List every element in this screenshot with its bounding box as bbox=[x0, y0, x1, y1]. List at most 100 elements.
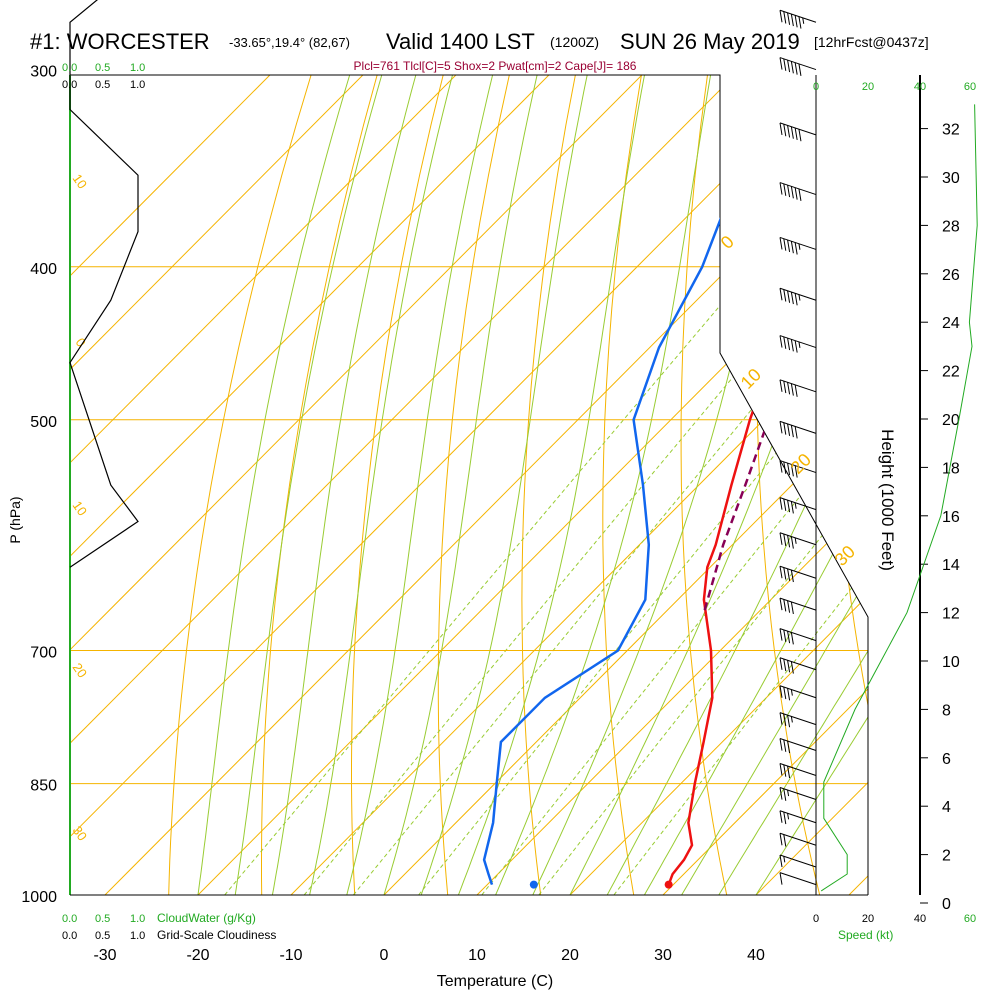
wind-barb-staff bbox=[779, 787, 817, 800]
wind-barb bbox=[779, 182, 817, 201]
moist-adiabat-line bbox=[606, 75, 868, 895]
wind-barb bbox=[779, 762, 817, 779]
pressure-tick-label: 500 bbox=[30, 414, 57, 431]
wind-barb-staff bbox=[779, 287, 817, 301]
isotherm-line bbox=[104, 75, 868, 895]
valid-time: Valid 1400 LST bbox=[386, 29, 535, 54]
speed-top-0: 0 bbox=[813, 81, 819, 93]
dry-adiabat-label: 20 bbox=[70, 660, 91, 680]
height-tick-label: 26 bbox=[942, 267, 960, 284]
wind-barb-flag bbox=[790, 425, 794, 438]
moist-adiabat-line bbox=[643, 75, 868, 895]
cloud-scale-top: 0.0 0.5 1.0 0.0 0.5 1.0 bbox=[62, 62, 145, 91]
temperature-tick-label: 20 bbox=[561, 947, 579, 964]
moist-adiabat-line bbox=[532, 75, 810, 895]
wind-barb-staff bbox=[779, 497, 817, 511]
valid-utc: (1200Z) bbox=[550, 34, 599, 50]
wind-barb bbox=[779, 122, 817, 142]
speed-bottom-0: 0 bbox=[813, 913, 819, 925]
wind-barb-flag bbox=[779, 598, 783, 611]
wind-barb-staff bbox=[779, 762, 817, 776]
mixing-ratio-label: 3 bbox=[353, 900, 370, 914]
cloud-scale-top-black-1: 0.5 bbox=[95, 79, 110, 91]
moist-adiabat-line bbox=[569, 75, 868, 895]
wind-barb-staff bbox=[779, 832, 817, 846]
wind-barb-flag bbox=[794, 242, 798, 255]
moist-adiabat-line bbox=[755, 75, 868, 895]
station-title: #1: WORCESTER bbox=[30, 29, 210, 54]
wind-barb-flag bbox=[787, 600, 791, 613]
wind-barb-flag bbox=[794, 62, 798, 75]
height-tick-label: 10 bbox=[942, 654, 960, 671]
wind-barb-flag bbox=[783, 788, 787, 801]
wind-barb-flag bbox=[779, 182, 783, 195]
dry-adiabat-label: 10 bbox=[70, 498, 91, 518]
wind-barb-half-flag bbox=[798, 341, 801, 348]
dry-adiabat-line bbox=[168, 75, 354, 895]
cloud-scale-bottom-black-2: 1.0 bbox=[130, 930, 145, 942]
wind-barb-flag bbox=[790, 186, 794, 199]
wind-barb bbox=[779, 287, 817, 306]
wind-barb-flag bbox=[779, 122, 783, 135]
parcel-line bbox=[703, 315, 808, 611]
height-tick-label: 22 bbox=[942, 364, 960, 381]
wind-barb-flag bbox=[787, 688, 791, 701]
dry-adiabat-line bbox=[351, 75, 479, 895]
wind-barb-flag bbox=[783, 713, 787, 727]
wind-barb-flag bbox=[779, 763, 783, 776]
wind-barb-staff bbox=[779, 420, 817, 434]
wind-barb-flag bbox=[779, 288, 783, 301]
wind-barb-flag bbox=[794, 384, 798, 397]
wind-barb-flag bbox=[787, 535, 791, 548]
wind-barbs bbox=[779, 9, 817, 886]
surface-dewpoint-marker bbox=[529, 880, 538, 889]
wind-barb-flag bbox=[790, 464, 794, 477]
wind-barb-staff bbox=[779, 122, 817, 136]
wind-barb-staff bbox=[779, 712, 817, 726]
wind-barb-flag bbox=[787, 12, 791, 25]
wind-barb-flag bbox=[783, 183, 787, 196]
mixing-ratio-line bbox=[224, 266, 754, 895]
wind-barb-flag bbox=[779, 497, 783, 510]
wind-barb-flag bbox=[779, 421, 783, 434]
pressure-tick-label: 300 bbox=[30, 64, 57, 81]
wind-barb-half-flag bbox=[783, 856, 786, 863]
isotherm-line bbox=[848, 75, 868, 895]
wind-barb-staff bbox=[779, 532, 817, 546]
wind-barb bbox=[779, 854, 817, 868]
height-tick-label: 6 bbox=[942, 751, 951, 768]
wind-barb-staff bbox=[779, 9, 817, 23]
isotherm-line bbox=[70, 75, 866, 895]
moist-adiabat-line bbox=[271, 75, 455, 895]
wind-barb-flag bbox=[798, 16, 802, 29]
wind-barb-flag bbox=[779, 854, 783, 868]
wind-barb-flag bbox=[783, 533, 787, 547]
height-tick-label: 24 bbox=[942, 315, 960, 332]
mixing-ratio-label: 12 bbox=[540, 893, 560, 913]
cloud-scale-bottom-black-1: 0.5 bbox=[95, 930, 110, 942]
dry-adiabat-line bbox=[521, 75, 605, 895]
mixing-ratio-label: 20 bbox=[615, 893, 635, 913]
isotherm-line bbox=[70, 75, 773, 895]
wind-barb-flag bbox=[779, 712, 783, 725]
isotherm-line bbox=[476, 75, 868, 895]
height-tick-label: 8 bbox=[942, 702, 951, 719]
wind-barb-flag bbox=[794, 465, 798, 478]
wind-barb-flag bbox=[783, 238, 787, 251]
wind-barb-flag bbox=[779, 237, 783, 250]
wind-barb-staff bbox=[779, 597, 817, 611]
wind-barb-half-flag bbox=[787, 789, 790, 797]
height-tick-label: 14 bbox=[942, 557, 960, 574]
isotherm-line bbox=[662, 75, 868, 895]
wind-barb-flag bbox=[783, 124, 787, 137]
moist-adiabat-line bbox=[420, 75, 617, 895]
height-tick-label: 20 bbox=[942, 412, 960, 429]
wind-barb-flag bbox=[794, 15, 798, 28]
wind-barb-staff bbox=[779, 236, 817, 250]
temperature-tick-label: 0 bbox=[380, 947, 389, 964]
isotherm-label: 30 bbox=[831, 542, 859, 570]
wind-barb-flag bbox=[779, 335, 783, 348]
wind-barb bbox=[779, 420, 817, 439]
height-tick-label: 16 bbox=[942, 509, 960, 526]
moist-adiabat-line bbox=[495, 75, 736, 895]
